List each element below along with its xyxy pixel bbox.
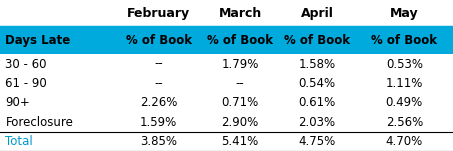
Text: Days Late: Days Late xyxy=(5,34,71,47)
Text: % of Book: % of Book xyxy=(371,34,437,47)
Bar xyxy=(279,54,356,74)
Text: 0.53%: 0.53% xyxy=(386,58,423,71)
Text: 3.85%: 3.85% xyxy=(140,135,177,148)
Bar xyxy=(0,74,116,93)
Text: April: April xyxy=(301,7,333,20)
Bar xyxy=(356,0,453,27)
Text: 90+: 90+ xyxy=(5,96,30,109)
Text: --: -- xyxy=(236,77,245,90)
Text: % of Book: % of Book xyxy=(207,34,273,47)
Text: 2.26%: 2.26% xyxy=(140,96,177,109)
Bar xyxy=(279,112,356,132)
Text: Foreclosure: Foreclosure xyxy=(5,116,73,129)
Bar xyxy=(356,132,453,151)
Text: 0.61%: 0.61% xyxy=(299,96,336,109)
Bar xyxy=(116,93,202,112)
Bar xyxy=(202,112,279,132)
Text: 1.58%: 1.58% xyxy=(299,58,336,71)
Bar xyxy=(0,112,116,132)
Text: 0.49%: 0.49% xyxy=(386,96,423,109)
Bar xyxy=(0,27,453,54)
Bar xyxy=(0,54,116,74)
Text: 61 - 90: 61 - 90 xyxy=(5,77,47,90)
Bar xyxy=(116,0,202,27)
Bar xyxy=(116,132,202,151)
Bar xyxy=(0,0,116,27)
Bar xyxy=(116,54,202,74)
Text: --: -- xyxy=(154,77,163,90)
Text: 2.90%: 2.90% xyxy=(222,116,259,129)
Bar xyxy=(0,93,116,112)
Text: 4.70%: 4.70% xyxy=(386,135,423,148)
Bar xyxy=(202,132,279,151)
Bar xyxy=(202,54,279,74)
Bar xyxy=(279,0,356,27)
Text: 30 - 60: 30 - 60 xyxy=(5,58,47,71)
Bar xyxy=(116,74,202,93)
Text: Total: Total xyxy=(5,135,33,148)
Text: 0.71%: 0.71% xyxy=(222,96,259,109)
Text: --: -- xyxy=(154,58,163,71)
Bar xyxy=(356,54,453,74)
Bar xyxy=(279,132,356,151)
Text: May: May xyxy=(390,7,419,20)
Text: February: February xyxy=(127,7,190,20)
Bar xyxy=(356,112,453,132)
Bar xyxy=(279,74,356,93)
Text: 0.54%: 0.54% xyxy=(299,77,336,90)
Text: 1.11%: 1.11% xyxy=(386,77,423,90)
Bar xyxy=(279,93,356,112)
Text: % of Book: % of Book xyxy=(125,34,192,47)
Text: 4.75%: 4.75% xyxy=(299,135,336,148)
Bar xyxy=(202,0,279,27)
Text: 1.79%: 1.79% xyxy=(222,58,259,71)
Bar xyxy=(202,74,279,93)
Bar xyxy=(202,93,279,112)
Text: March: March xyxy=(218,7,262,20)
Bar xyxy=(116,112,202,132)
Bar xyxy=(356,74,453,93)
Bar xyxy=(356,93,453,112)
Text: % of Book: % of Book xyxy=(284,34,350,47)
Text: 2.03%: 2.03% xyxy=(299,116,336,129)
Text: 1.59%: 1.59% xyxy=(140,116,177,129)
Text: 2.56%: 2.56% xyxy=(386,116,423,129)
Text: 5.41%: 5.41% xyxy=(222,135,259,148)
Bar xyxy=(0,132,116,151)
